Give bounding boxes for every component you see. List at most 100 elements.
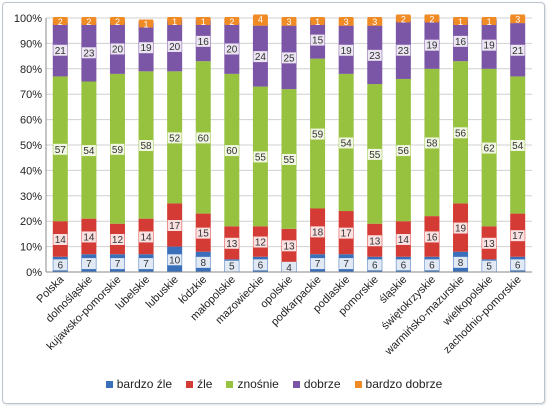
data-label: 6 [515, 260, 521, 271]
data-label: 2 [86, 17, 91, 27]
data-label-bg [139, 19, 154, 28]
y-tick-label: 90% [20, 38, 42, 50]
data-label-bg [139, 258, 154, 270]
data-label-bg [339, 137, 354, 149]
data-label-bg [310, 226, 325, 238]
y-tick-label: 70% [20, 89, 42, 101]
data-label-bg [453, 35, 468, 47]
data-label: 6 [372, 260, 378, 271]
data-label: 1 [315, 17, 320, 27]
data-label: 17 [341, 229, 353, 240]
data-label: 17 [512, 231, 524, 242]
data-label-bg [482, 237, 497, 249]
data-label: 56 [398, 146, 410, 157]
data-label: 1 [172, 17, 177, 27]
data-label: 13 [369, 236, 381, 247]
data-label: 60 [226, 146, 238, 157]
x-axis-ticks: Polskadolnośląskiekujawsko-pomorskielube… [35, 273, 524, 358]
data-label-bg [282, 17, 296, 26]
data-label-bg [396, 44, 411, 56]
axes [45, 18, 532, 273]
data-label: 1 [487, 17, 492, 27]
data-label: 5 [229, 262, 235, 273]
data-label: 19 [484, 41, 496, 52]
data-label-bg [110, 43, 125, 55]
data-label-bg [224, 145, 239, 157]
data-label-bg [453, 256, 468, 268]
data-label: 62 [484, 144, 496, 155]
data-label: 6 [401, 260, 407, 271]
data-label-bg [253, 14, 268, 26]
data-label-bg [396, 145, 411, 157]
legend-swatch [186, 380, 194, 388]
data-label: 24 [255, 52, 267, 63]
data-label: 14 [83, 232, 95, 243]
data-label: 2 [58, 17, 63, 27]
data-label-bg [53, 143, 68, 155]
data-label: 12 [255, 238, 267, 249]
y-tick-label: 0% [26, 267, 42, 279]
legend-label: dobrze [303, 377, 341, 391]
data-label-bg [424, 14, 439, 23]
data-label-bg [339, 227, 354, 239]
data-label-bg [253, 259, 268, 271]
data-label-bg [310, 258, 325, 270]
data-label-bg [253, 151, 268, 163]
data-label-bg [510, 230, 525, 242]
data-label: 2 [115, 17, 120, 27]
data-label-bg [167, 254, 182, 266]
data-label: 4 [258, 14, 263, 24]
y-tick-label: 100% [14, 13, 42, 25]
data-label: 1 [458, 17, 463, 27]
data-label: 19 [341, 46, 353, 57]
legend-item: bardzo źle [105, 377, 172, 391]
data-label: 2 [429, 14, 434, 24]
data-label: 18 [312, 227, 324, 238]
data-label-bg [167, 220, 182, 232]
legend-item: bardzo dobrze [354, 377, 442, 391]
y-tick-label: 40% [20, 165, 42, 177]
data-label-bg [482, 142, 497, 154]
data-label: 2 [401, 14, 406, 24]
data-label: 20 [226, 44, 238, 55]
data-label-bg [139, 140, 154, 151]
data-label: 25 [283, 53, 295, 64]
data-label-bg [167, 17, 182, 25]
data-label-bg [110, 233, 125, 245]
data-label-bg [196, 35, 211, 47]
data-label: 15 [312, 36, 324, 47]
data-label-bg [482, 17, 497, 25]
data-label: 20 [112, 44, 124, 55]
data-label-bg [453, 17, 468, 25]
legend-item: źle [186, 377, 212, 391]
legend-item: znośnie [226, 377, 279, 391]
data-label-bg [310, 17, 325, 25]
legend: bardzo źle źle znośnie dobrze bardzo dobrze [0, 377, 548, 391]
data-label-bg [396, 14, 411, 23]
data-label-bg [81, 47, 96, 59]
data-label: 59 [312, 130, 324, 141]
y-tick-label: 50% [20, 140, 42, 152]
data-label: 7 [115, 259, 121, 270]
data-label: 54 [512, 141, 524, 152]
data-label-bg [110, 17, 125, 25]
data-label: 57 [55, 145, 67, 156]
data-label: 55 [255, 152, 267, 163]
data-label: 58 [140, 141, 152, 152]
data-label: 10 [169, 255, 181, 266]
data-label-bg [310, 128, 325, 140]
data-label: 55 [283, 155, 295, 166]
legend-swatch [105, 380, 113, 388]
data-label: 13 [226, 239, 238, 250]
data-label: 5 [486, 262, 492, 273]
data-label-bg [510, 259, 525, 271]
data-label-bg [367, 17, 382, 26]
data-label: 54 [83, 146, 95, 157]
data-label-bg [367, 49, 382, 61]
data-label-bg [167, 132, 182, 144]
data-label: 3 [515, 14, 520, 24]
y-tick-label: 80% [20, 64, 42, 76]
data-label-bg [367, 235, 382, 247]
data-label: 8 [458, 258, 464, 269]
data-label-bg [167, 40, 182, 52]
